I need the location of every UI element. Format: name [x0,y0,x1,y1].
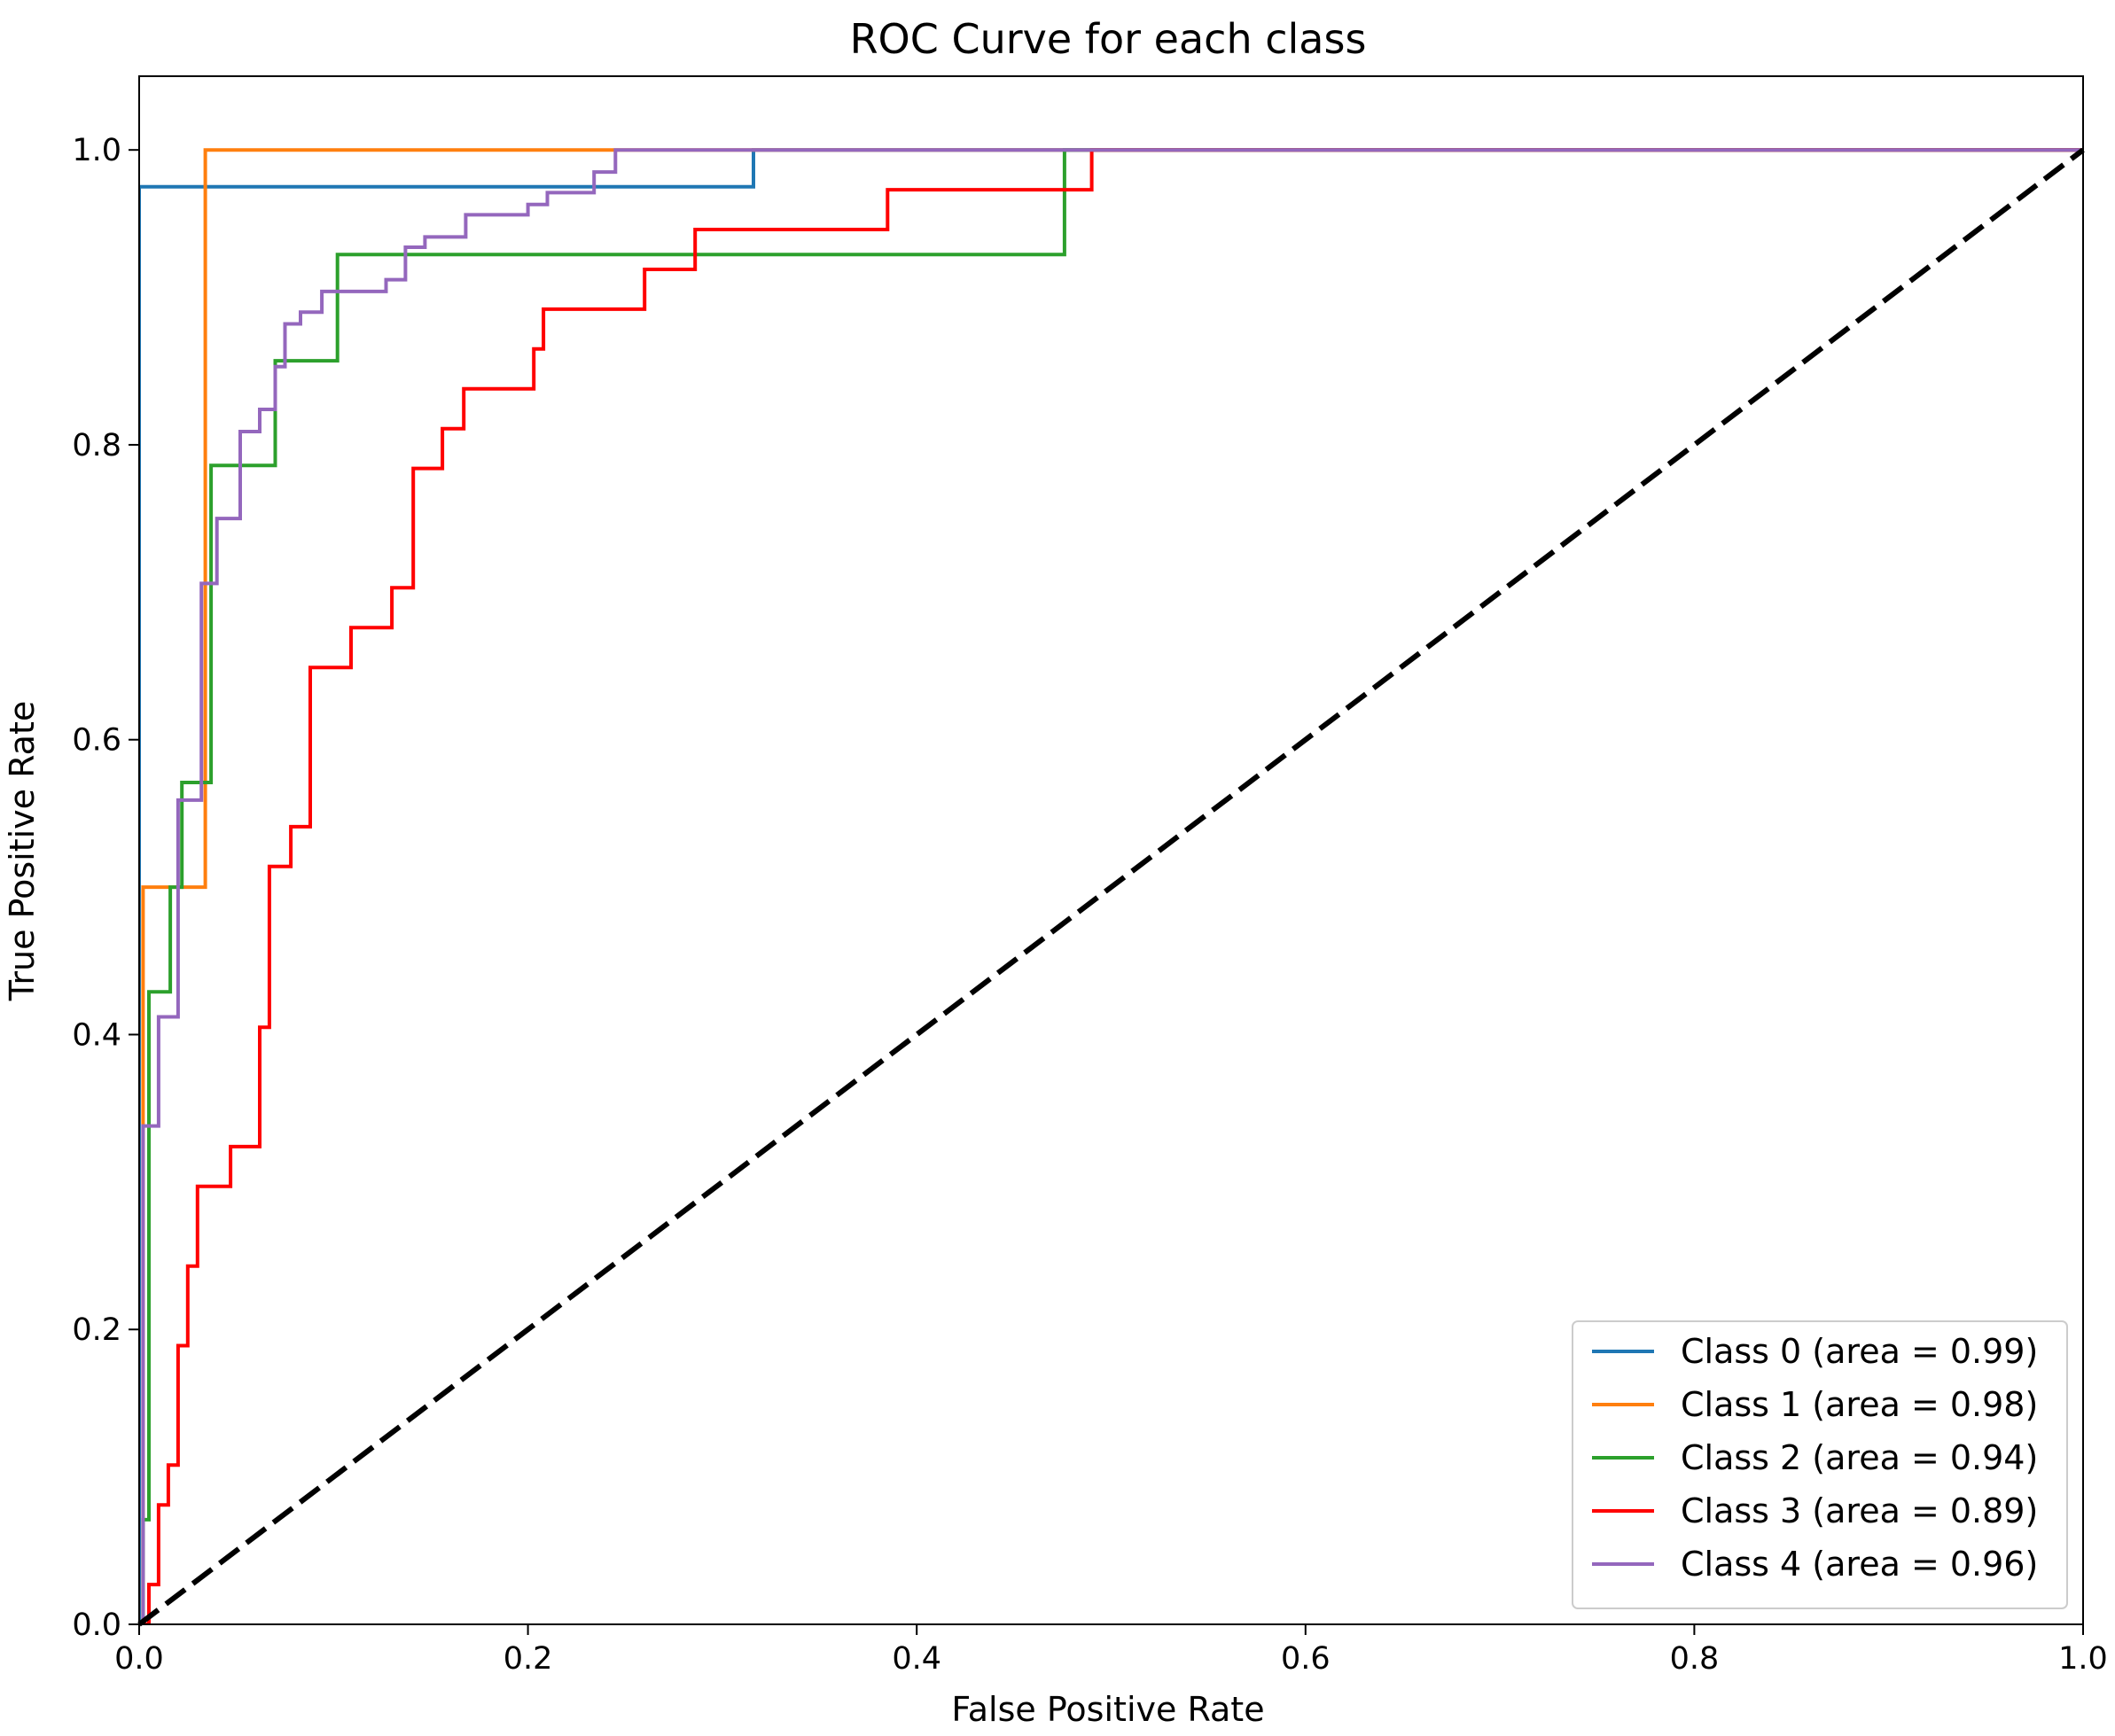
legend-label-class-2: Class 2 (area = 0.94) [1681,1438,2038,1477]
x-tick-label: 0.4 [892,1641,941,1677]
chart-title: ROC Curve for each class [850,15,1367,63]
y-axis-label: True Positive Rate [3,701,42,1002]
x-tick-label: 0.2 [503,1641,553,1677]
series-line-class-4 [139,148,2083,1624]
series-line-class-3 [139,148,2083,1624]
legend-label-class-4: Class 4 (area = 0.96) [1681,1545,2038,1584]
x-tick-label: 1.0 [2058,1641,2108,1677]
series-layer [139,148,2083,1624]
x-axis-ticks: 0.0 0.2 0.4 0.6 0.8 1.0 [114,1624,2108,1677]
legend-label-class-0: Class 0 (area = 0.99) [1681,1332,2038,1371]
series-line-class-2 [139,148,2083,1624]
y-axis-ticks: 0.0 0.2 0.4 0.6 0.8 1.0 [72,133,139,1643]
y-tick-label: 0.4 [72,1017,121,1053]
x-tick-label: 0.0 [114,1641,164,1677]
legend-label-class-3: Class 3 (area = 0.89) [1681,1491,2038,1530]
y-tick-label: 0.2 [72,1312,121,1348]
y-tick-label: 0.8 [72,428,121,463]
legend-box [1572,1320,2068,1609]
x-tick-label: 0.6 [1281,1641,1331,1677]
legend: Class 0 (area = 0.99) Class 1 (area = 0.9… [1572,1320,2068,1609]
x-axis-label: False Positive Rate [951,1690,1264,1729]
x-tick-label: 0.8 [1670,1641,1720,1677]
axes-frame [138,75,2084,1625]
chance-diagonal-line [137,147,2085,1627]
y-tick-label: 0.6 [72,723,121,759]
y-tick-label: 0.0 [72,1608,121,1643]
y-tick-label: 1.0 [72,133,121,168]
legend-label-class-1: Class 1 (area = 0.98) [1681,1385,2038,1424]
